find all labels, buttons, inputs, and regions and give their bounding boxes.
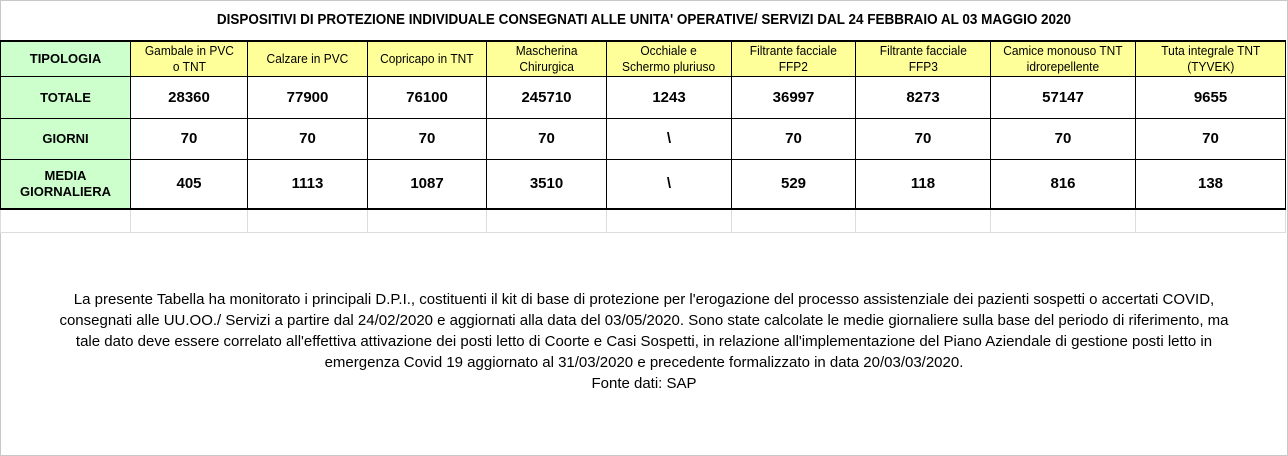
column-header: Mascherina Chirurgica <box>486 40 607 77</box>
row-label: TOTALE <box>0 76 131 119</box>
row-label-line: GIORNI <box>42 131 89 146</box>
table-cell: 36997 <box>731 76 856 119</box>
column-header: Gambale in PVC o TNT <box>130 40 248 77</box>
table-cell: 70 <box>486 118 607 160</box>
note-line: La presente Tabella ha monitorato i prin… <box>73 291 1215 308</box>
empty-cell <box>486 208 607 233</box>
table-cell: 118 <box>855 159 991 210</box>
column-header-line: FFP3 <box>908 59 938 74</box>
table-cell: 70 <box>731 118 856 160</box>
row-label: GIORNI <box>0 118 131 160</box>
table-cell: 405 <box>130 159 248 210</box>
column-header-line: FFP2 <box>778 59 809 74</box>
table-row-giorni: GIORNI 70 70 70 70 \ 70 70 70 70 <box>0 118 1286 160</box>
dpi-table: TIPOLOGIA Gambale in PVC o TNT Calzare in … <box>0 40 1286 233</box>
row-label-line: TOTALE <box>40 89 91 105</box>
column-header-line: idrorepellente <box>1026 59 1100 74</box>
column-header: Calzare in PVC <box>247 40 368 77</box>
table-cell: \ <box>606 159 732 210</box>
table-cell: 1243 <box>606 76 732 119</box>
empty-row <box>0 208 1286 233</box>
column-header-line: Copricapo in TNT <box>380 51 474 66</box>
table-cell: 76100 <box>367 76 487 119</box>
row-label-line: GIORNALIERA <box>20 184 111 199</box>
column-header-line: Tuta integrale TNT <box>1160 43 1261 58</box>
empty-cell <box>367 208 487 233</box>
header-tipologia: TIPOLOGIA <box>0 40 131 77</box>
column-header: Filtrante facciale FFP2 <box>731 40 856 77</box>
header-row: TIPOLOGIA Gambale in PVC o TNT Calzare in … <box>0 40 1286 77</box>
table-cell: 70 <box>990 118 1136 160</box>
empty-cell <box>606 208 732 233</box>
table-cell: 57147 <box>990 76 1136 119</box>
column-header-line: Chirurgica <box>519 59 574 74</box>
empty-cell <box>130 208 248 233</box>
empty-cell <box>731 208 856 233</box>
table-cell: 77900 <box>247 76 368 119</box>
table-row-media: MEDIA GIORNALIERA 405 1113 1087 3510 \ 529 118 81… <box>0 159 1286 210</box>
note-line: emergenza Covid 19 aggiornato al 31/03/2… <box>324 354 964 371</box>
empty-cell <box>0 208 131 233</box>
column-header-line: Mascherina <box>515 43 578 58</box>
column-header: Copricapo in TNT <box>367 40 487 77</box>
table-cell: \ <box>606 118 732 160</box>
column-header: Filtrante facciale FFP3 <box>855 40 991 77</box>
table-cell: 70 <box>367 118 487 160</box>
table-cell: 816 <box>990 159 1136 210</box>
table-cell: 9655 <box>1135 76 1286 119</box>
column-header-line: (TYVEK) <box>1186 59 1235 74</box>
table-title: DISPOSITIVI DI PROTEZIONE INDIVIDUALE CO… <box>216 12 1072 28</box>
table-cell: 70 <box>1135 118 1286 160</box>
empty-cell <box>855 208 991 233</box>
table-cell: 1113 <box>247 159 368 210</box>
column-header-line: Schermo pluriuso <box>622 59 716 74</box>
column-header-line: Filtrante facciale <box>749 43 838 58</box>
table-cell: 70 <box>247 118 368 160</box>
empty-cell <box>990 208 1136 233</box>
empty-cell <box>247 208 368 233</box>
table-cell: 28360 <box>130 76 248 119</box>
empty-cell <box>1135 208 1286 233</box>
table-cell: 3510 <box>486 159 607 210</box>
table-cell: 1087 <box>367 159 487 210</box>
table-cell: 8273 <box>855 76 991 119</box>
column-header-line: Filtrante facciale <box>879 43 967 58</box>
column-header: Tuta integrale TNT (TYVEK) <box>1135 40 1286 77</box>
note-paragraph: La presente Tabella ha monitorato i prin… <box>0 289 1288 394</box>
table-cell: 245710 <box>486 76 607 119</box>
column-header-line: Gambale in PVC <box>144 43 234 58</box>
column-header-line: o TNT <box>172 59 206 74</box>
row-label: MEDIA GIORNALIERA <box>0 159 131 210</box>
column-header-line: Occhiale e <box>640 43 698 58</box>
note-line: tale dato deve essere correlato all'effe… <box>75 333 1213 350</box>
table-cell: 529 <box>731 159 856 210</box>
column-header-line: Calzare in PVC <box>266 51 349 66</box>
column-header: Occhiale e Schermo pluriuso <box>606 40 732 77</box>
column-header: Camice monouso TNT idrorepellente <box>990 40 1136 77</box>
table-cell: 70 <box>855 118 991 160</box>
note-line: consegnati alle UU.OO./ Servizi a partir… <box>59 312 1229 329</box>
table-row-totale: TOTALE 28360 77900 76100 245710 1243 36997 8273… <box>0 76 1286 119</box>
table-cell: 70 <box>130 118 248 160</box>
table-cell: 138 <box>1135 159 1286 210</box>
row-label-line: MEDIA <box>44 168 87 183</box>
column-header-line: Camice monouso TNT <box>1003 43 1123 58</box>
source-line: Fonte dati: SAP <box>591 375 697 392</box>
